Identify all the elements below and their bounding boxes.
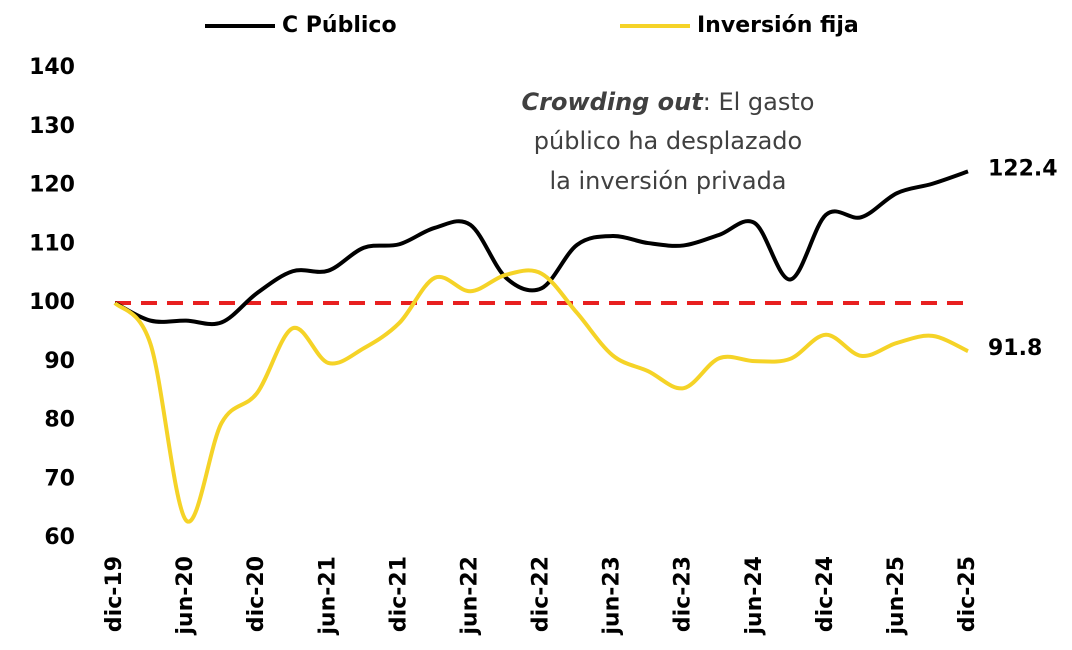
x-tick-label: jun-25	[884, 556, 909, 636]
end-label: 122.4	[988, 156, 1058, 181]
x-tick-label: jun-24	[742, 556, 767, 636]
x-tick-label: jun-20	[173, 556, 198, 636]
y-tick-label: 70	[44, 466, 75, 491]
x-tick-label: dic-21	[386, 556, 411, 632]
y-tick-label: 130	[29, 114, 75, 139]
y-tick-label: 120	[29, 173, 75, 198]
annotation-line: público ha desplazado	[534, 127, 802, 155]
y-tick-label: 140	[29, 55, 75, 80]
annotation-line: la inversión privada	[549, 167, 786, 195]
x-tick-label: dic-25	[955, 556, 980, 632]
annotation-line: Crowding out: El gasto	[522, 88, 815, 116]
series-line	[114, 169, 969, 327]
annotation-emphasis: Crowding out	[522, 88, 705, 116]
x-tick-label: dic-19	[102, 556, 127, 632]
y-tick-label: 90	[44, 349, 75, 374]
x-tick-label: jun-22	[457, 556, 482, 636]
x-tick-label: dic-23	[671, 556, 696, 632]
y-tick-label: 110	[29, 231, 75, 256]
series-line	[113, 268, 969, 524]
legend-label: C Público	[282, 13, 397, 38]
annotation: Crowding out: El gasto público ha despla…	[522, 88, 815, 195]
legend-label: Inversión fija	[697, 13, 859, 38]
x-tick-label: dic-22	[529, 556, 554, 632]
annotation-text: : El gasto	[703, 88, 815, 116]
x-tick-label: dic-24	[813, 556, 838, 632]
x-tick-label: jun-21	[315, 556, 340, 636]
x-tick-label: dic-20	[244, 556, 269, 632]
x-tick-label: jun-23	[600, 556, 625, 636]
end-label: 91.8	[988, 336, 1042, 361]
y-tick-label: 100	[29, 290, 75, 315]
y-tick-label: 60	[44, 525, 75, 550]
y-tick-label: 80	[44, 408, 75, 433]
